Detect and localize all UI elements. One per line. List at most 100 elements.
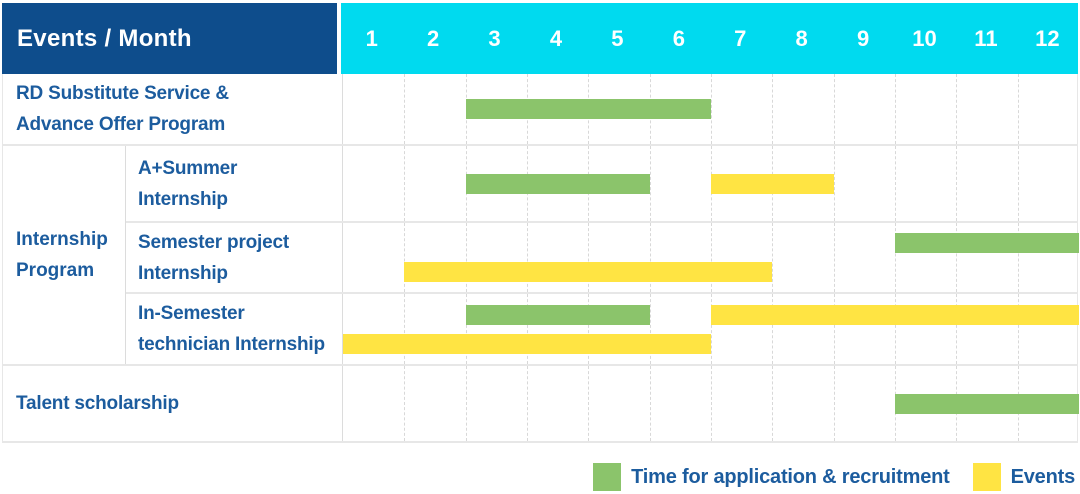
month-grid-line bbox=[588, 366, 590, 441]
month-grid-line bbox=[956, 223, 958, 292]
month-grid-line bbox=[895, 294, 896, 364]
gantt-bar-events bbox=[343, 333, 711, 354]
month-grid-line bbox=[711, 74, 712, 144]
month-grid-line bbox=[1017, 146, 1019, 221]
gantt-row-in-semester: In-Semester technician Internship bbox=[3, 294, 1079, 366]
chart-legend: Time for application & recruitment Event… bbox=[593, 463, 1075, 491]
month-header-cell: 3 bbox=[488, 25, 501, 51]
group-label-line: Internship bbox=[16, 229, 108, 250]
legend-item-events: Events bbox=[972, 463, 1076, 491]
month-grid-line bbox=[833, 146, 835, 221]
month-header-cell: 7 bbox=[734, 25, 747, 51]
month-header-cell: 4 bbox=[549, 25, 563, 51]
month-grid-line bbox=[833, 294, 835, 364]
month-grid-line bbox=[527, 223, 528, 292]
row-label-line: Advance Offer Program bbox=[16, 114, 226, 135]
month-grid-line bbox=[772, 74, 774, 144]
gantt-bar-application bbox=[895, 393, 1079, 414]
month-grid-line bbox=[1017, 74, 1019, 144]
row-group-internship-program: Internship Program bbox=[3, 146, 126, 364]
month-grid-line bbox=[527, 366, 528, 441]
application-color-swatch bbox=[593, 463, 622, 491]
month-grid-line bbox=[404, 74, 406, 144]
month-grid-line bbox=[956, 294, 958, 364]
month-grid-line bbox=[833, 74, 835, 144]
gantt-lane bbox=[342, 146, 1079, 221]
month-grid-line bbox=[527, 294, 528, 364]
month-grid-line bbox=[711, 294, 712, 364]
month-grid-line bbox=[588, 294, 590, 364]
month-grid-line bbox=[649, 294, 651, 364]
month-header-cell: 1 bbox=[365, 25, 378, 51]
month-grid-line bbox=[772, 366, 774, 441]
legend-label-application: Time for application & recruitment bbox=[631, 465, 950, 488]
gantt-bar-events bbox=[711, 304, 1079, 325]
month-grid-line bbox=[895, 146, 896, 221]
gantt-row-talent-scholarship: Talent scholarship bbox=[3, 366, 1079, 443]
month-grid-line bbox=[895, 74, 896, 144]
row-label-line: A+Summer bbox=[138, 157, 238, 179]
gantt-row-rd-substitute: RD Substitute Service & Advance Offer Pr… bbox=[3, 74, 1077, 146]
month-grid-line bbox=[649, 366, 651, 441]
month-header-cell: 8 bbox=[795, 25, 808, 51]
month-grid-line bbox=[1017, 223, 1019, 292]
month-grid-line bbox=[404, 223, 406, 292]
gantt-bar-application bbox=[465, 173, 650, 194]
month-grid-line bbox=[833, 366, 835, 441]
month-grid-line bbox=[711, 366, 712, 441]
row-label-line: Semester project bbox=[138, 231, 289, 253]
corner-label: Events / Month bbox=[17, 24, 192, 52]
table-header-corner: Events / Month bbox=[2, 3, 337, 74]
month-header-cell: 11 bbox=[974, 25, 998, 51]
month-grid-line bbox=[895, 223, 896, 292]
month-header-cell: 5 bbox=[611, 25, 624, 51]
month-grid-line bbox=[588, 223, 590, 292]
row-label-a-summer: A+Summer Internship bbox=[126, 146, 342, 221]
month-grid-line bbox=[772, 223, 774, 292]
row-label-line: Talent scholarship bbox=[16, 393, 179, 414]
month-grid-line bbox=[465, 294, 467, 364]
gantt-bar-application bbox=[895, 233, 1079, 253]
month-grid-line bbox=[649, 146, 651, 221]
row-label-line: Internship bbox=[138, 262, 228, 284]
gantt-bar-application bbox=[465, 99, 711, 119]
gantt-lane bbox=[342, 74, 1079, 144]
table-body: RD Substitute Service & Advance Offer Pr… bbox=[2, 74, 1079, 443]
group-label-line: Program bbox=[16, 260, 95, 281]
gantt-lane bbox=[342, 223, 1079, 292]
month-grid-line bbox=[1017, 294, 1019, 364]
month-grid-line bbox=[772, 294, 774, 364]
month-header-cell: 10 bbox=[912, 25, 937, 51]
events-color-swatch bbox=[972, 463, 1001, 491]
row-label-line: In-Semester bbox=[138, 303, 245, 324]
month-header-cell: 2 bbox=[427, 25, 440, 51]
gantt-lane bbox=[342, 294, 1079, 364]
month-header-cell: 6 bbox=[672, 25, 685, 51]
row-label-line: technician Internship bbox=[138, 334, 325, 355]
gantt-bar-events bbox=[404, 262, 773, 282]
row-label-talent-scholarship: Talent scholarship bbox=[3, 366, 342, 441]
legend-label-events: Events bbox=[1010, 465, 1076, 488]
legend-item-application: Time for application & recruitment bbox=[593, 463, 950, 491]
gantt-row-semester-project: Semester project Internship bbox=[3, 223, 1079, 294]
month-grid-line bbox=[465, 223, 467, 292]
month-grid-line bbox=[649, 223, 651, 292]
row-label-rd-substitute: RD Substitute Service & Advance Offer Pr… bbox=[3, 74, 342, 144]
month-grid-line bbox=[711, 223, 712, 292]
row-label-semester-project: Semester project Internship bbox=[126, 223, 342, 292]
gantt-bar-events bbox=[711, 173, 834, 194]
gantt-lane bbox=[342, 366, 1079, 441]
month-grid-line bbox=[833, 223, 835, 292]
month-header-cell: 12 bbox=[1035, 25, 1060, 51]
gantt-bar-application bbox=[465, 304, 650, 325]
row-label-line: RD Substitute Service & bbox=[16, 83, 229, 104]
month-grid-line bbox=[956, 74, 958, 144]
month-header-cell: 9 bbox=[856, 25, 870, 51]
row-label-line: Internship bbox=[138, 188, 228, 210]
month-grid-line bbox=[465, 366, 467, 441]
month-grid-line bbox=[404, 294, 406, 364]
month-header-row: 1 2 3 4 5 6 7 8 9 10 11 12 bbox=[341, 3, 1078, 74]
events-month-table: Events / Month 1 2 3 4 5 6 7 8 9 10 11 12 RD Substi… bbox=[2, 3, 1079, 443]
month-grid-line bbox=[404, 366, 406, 441]
